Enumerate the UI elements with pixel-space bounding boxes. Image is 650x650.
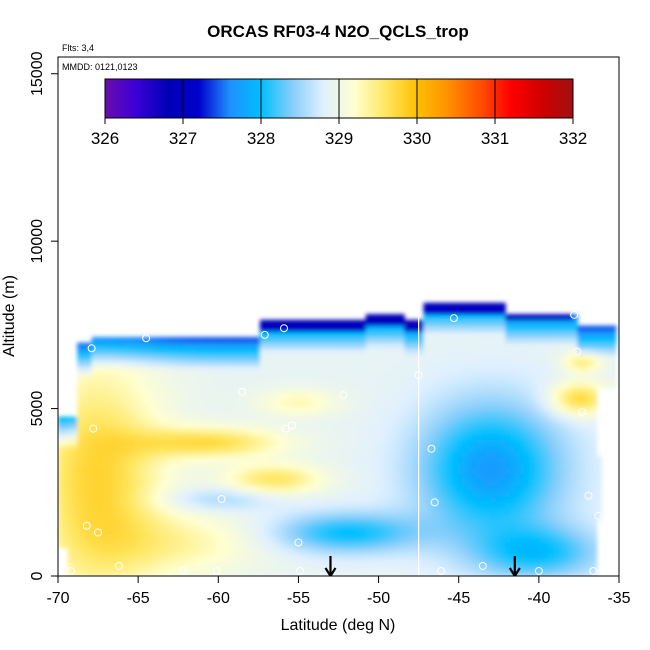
down-arrow-marker — [508, 556, 521, 576]
down-arrow-marker — [324, 556, 337, 576]
flights-note: Flts: 3,4 — [62, 43, 94, 53]
y-tick-label: 5000 — [29, 391, 46, 427]
colorbar: 326 327 328 329 330 331 332 — [91, 78, 587, 148]
x-axis: -70 -65 -60 -55 -50 -45 -40 -35 — [46, 575, 631, 607]
x-tick-label: -50 — [367, 590, 390, 607]
y-tick-label: 10000 — [29, 219, 46, 264]
colorbar-tick-label: 331 — [481, 129, 509, 148]
observation-point — [179, 566, 188, 575]
x-tick-label: -45 — [447, 590, 470, 607]
observation-point — [584, 491, 593, 500]
y-axis-label: Altitude (m) — [1, 275, 18, 357]
observation-point — [478, 561, 487, 570]
observation-point — [578, 407, 587, 416]
observation-point — [296, 566, 305, 575]
x-tick-label: -55 — [287, 590, 310, 607]
observation-point — [437, 566, 446, 575]
colorbar-tick-label: 329 — [325, 129, 353, 148]
observation-point — [238, 387, 247, 396]
observation-point — [212, 566, 221, 575]
observation-point — [82, 521, 91, 530]
x-tick-label: -40 — [527, 590, 550, 607]
x-tick-label: -65 — [127, 590, 150, 607]
observation-point — [427, 444, 436, 453]
observation-point — [570, 310, 579, 319]
x-axis-label: Latitude (deg N) — [281, 617, 396, 634]
colorbar-tick-label: 332 — [559, 129, 587, 148]
y-tick-label: 15000 — [29, 51, 46, 96]
observation-point — [260, 330, 269, 339]
observation-point — [430, 498, 439, 507]
chart-title: ORCAS RF03-4 N2O_QCLS_trop — [207, 22, 469, 41]
observation-point — [280, 324, 289, 333]
y-tick-label: 0 — [29, 571, 46, 580]
observation-point — [66, 566, 75, 575]
observation-point — [217, 494, 226, 503]
x-tick-label: -70 — [46, 590, 69, 607]
x-tick-label: -60 — [207, 590, 230, 607]
observation-point — [573, 347, 582, 356]
colorbar-tick-label: 327 — [169, 129, 197, 148]
observation-points — [66, 310, 603, 575]
colorbar-tick-label: 330 — [403, 129, 431, 148]
colorbar-frame — [104, 78, 574, 119]
observation-point — [87, 344, 96, 353]
colorbar-tick-label: 326 — [91, 129, 119, 148]
observation-point — [142, 334, 151, 343]
observation-point — [89, 424, 98, 433]
colorbar-tick-label: 328 — [247, 129, 275, 148]
observation-point — [589, 566, 598, 575]
observation-point — [414, 371, 423, 380]
observation-point — [449, 314, 458, 323]
date-note: MMDD: 0121,0123 — [62, 62, 138, 72]
observation-point — [94, 528, 103, 537]
observation-point — [534, 566, 543, 575]
observation-point — [294, 538, 303, 547]
observation-point — [339, 391, 348, 400]
colorbar-ticks: 326 327 328 329 330 331 332 — [91, 79, 587, 148]
x-tick-label: -35 — [607, 590, 630, 607]
observation-point — [281, 424, 290, 433]
heatmap-field — [58, 302, 617, 576]
y-axis: 0 5000 10000 15000 — [29, 51, 59, 580]
observation-point — [114, 561, 123, 570]
observation-point — [594, 511, 603, 520]
observation-point — [288, 421, 297, 430]
arrow-markers — [324, 556, 521, 576]
